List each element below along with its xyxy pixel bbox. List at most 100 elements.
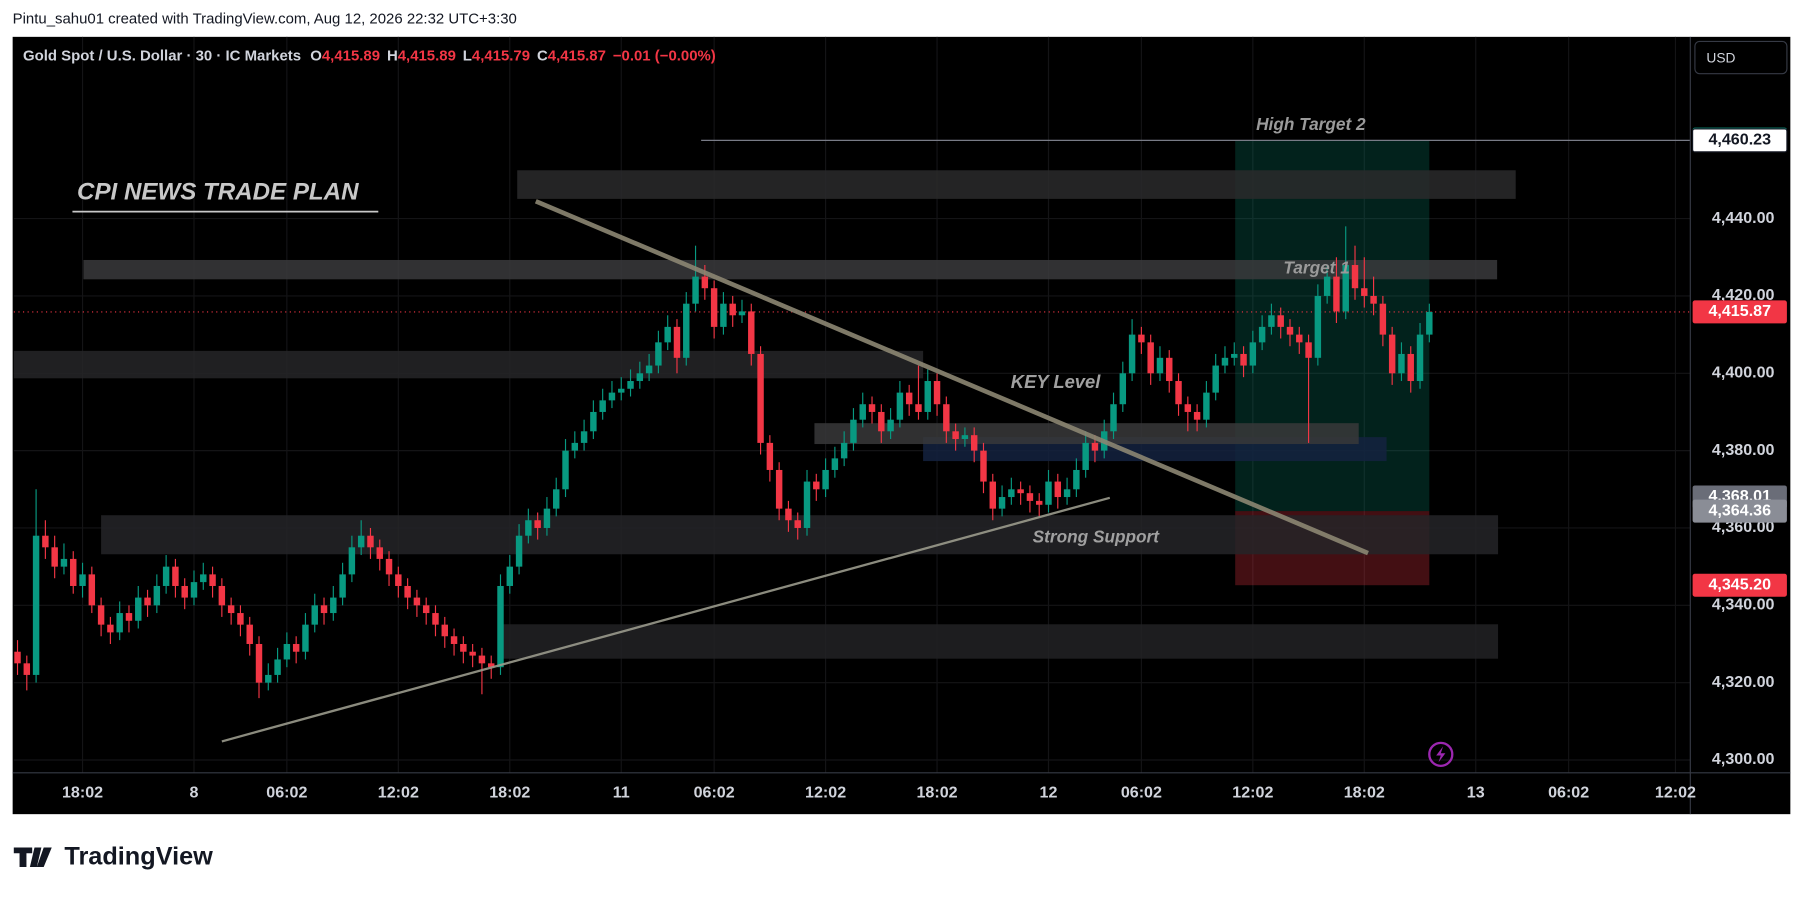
candle-body xyxy=(692,276,699,304)
candle-body xyxy=(1221,357,1229,366)
candle-body xyxy=(813,481,820,490)
x-tick-label: 11 xyxy=(613,784,630,802)
candle-body xyxy=(1277,315,1284,327)
candle-body xyxy=(506,566,514,586)
x-tick-label: 12:02 xyxy=(805,784,846,802)
price-tag-label: 4,415.87 xyxy=(1708,302,1771,320)
candle-body xyxy=(1296,334,1303,343)
candle-body xyxy=(330,597,337,614)
candle-body xyxy=(980,450,987,482)
candle-body xyxy=(478,655,486,664)
candle-body xyxy=(357,535,365,548)
candle-body xyxy=(1175,381,1182,405)
candle-body xyxy=(153,585,161,606)
candle-body xyxy=(803,481,811,528)
lightning-icon[interactable] xyxy=(1428,741,1454,768)
candle-body xyxy=(70,558,77,586)
legend-key: H xyxy=(387,47,398,64)
candle-body xyxy=(116,613,123,633)
candle-body xyxy=(135,597,142,621)
candle-body xyxy=(385,558,393,575)
candle-body xyxy=(1166,357,1173,382)
zone xyxy=(13,350,924,379)
candle-body xyxy=(348,547,356,575)
candle-body xyxy=(1091,442,1099,451)
y-tick-label: 4,440.00 xyxy=(1712,209,1775,227)
annotation: CPI NEWS TRADE PLAN xyxy=(77,179,359,206)
zone xyxy=(517,170,1516,199)
candle-body xyxy=(710,288,718,327)
candle-body xyxy=(933,381,941,405)
candle-body xyxy=(1379,303,1387,335)
candle-body xyxy=(32,535,40,675)
candle-body xyxy=(794,520,801,528)
candle-body xyxy=(831,458,839,470)
candle-body xyxy=(367,535,374,548)
candle-body xyxy=(608,392,616,401)
currency-box[interactable] xyxy=(1694,40,1788,75)
candle-body xyxy=(395,574,402,586)
candle-body xyxy=(915,404,922,412)
candle-body xyxy=(748,311,755,354)
candle-body xyxy=(144,597,151,606)
candle-body xyxy=(1416,334,1424,382)
candle-body xyxy=(1110,404,1117,432)
candle-body xyxy=(79,574,86,586)
candle-body xyxy=(618,388,625,393)
plot-area xyxy=(13,36,1691,773)
legend-value: 4,415.89 xyxy=(322,47,380,64)
candle-body xyxy=(23,663,31,675)
brand-logo[interactable]: TradingView xyxy=(13,843,213,871)
y-tick-label: 4,320.00 xyxy=(1712,673,1775,691)
candle-body xyxy=(302,624,309,652)
candle-body xyxy=(265,674,272,683)
candle-body xyxy=(469,651,476,656)
legend-key: O xyxy=(310,47,322,64)
candle-body xyxy=(1370,295,1377,304)
candle-body xyxy=(859,404,866,420)
candle-body xyxy=(775,469,783,509)
candle-body xyxy=(162,566,170,586)
candle-body xyxy=(255,643,263,683)
candle-body xyxy=(1073,469,1080,490)
x-tick-label: 18:02 xyxy=(489,784,530,802)
trend-line xyxy=(221,496,1111,743)
candle-body xyxy=(460,643,467,652)
candle-body xyxy=(636,373,644,382)
x-tick-label: 18:02 xyxy=(62,784,103,802)
annotation: Target 1 xyxy=(1283,258,1349,278)
candle-body xyxy=(701,276,709,289)
candle-body xyxy=(1054,481,1062,498)
x-tick-label: 06:02 xyxy=(266,784,307,802)
candle-body xyxy=(998,497,1006,509)
candle-body xyxy=(432,613,439,625)
candle-body xyxy=(562,450,569,490)
currency[interactable]: USD xyxy=(1706,50,1735,65)
candle-body xyxy=(274,659,281,675)
candle-body xyxy=(227,605,235,614)
zone xyxy=(83,259,1498,280)
candle-body xyxy=(673,326,681,358)
x-tick-label: 18:02 xyxy=(1344,784,1385,802)
candle-body xyxy=(1156,357,1164,374)
candle-body xyxy=(905,392,913,405)
candle-body xyxy=(88,574,96,606)
candle-body xyxy=(1138,334,1145,343)
price-tag-label: 4,345.20 xyxy=(1708,575,1771,593)
candle-body xyxy=(989,481,996,509)
x-tick-label: 06:02 xyxy=(1548,784,1589,802)
candle-body xyxy=(1035,500,1043,505)
candle-body xyxy=(1082,442,1089,470)
price-tag xyxy=(1692,499,1787,523)
candle-body xyxy=(1184,404,1192,412)
candle-body xyxy=(599,400,606,412)
candle-body xyxy=(487,663,495,668)
candle-body xyxy=(60,558,68,567)
y-tick-label: 4,340.00 xyxy=(1712,596,1775,614)
candle-body xyxy=(181,585,188,598)
zone xyxy=(500,624,1499,659)
x-tick-label: 8 xyxy=(190,784,199,802)
price-tag xyxy=(1692,300,1787,324)
x-tick-label: 06:02 xyxy=(1121,784,1162,802)
